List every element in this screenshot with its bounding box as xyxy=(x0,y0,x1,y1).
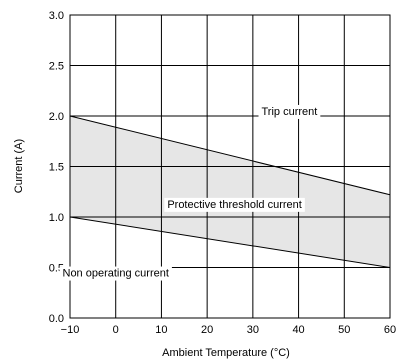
y-tick-label: 0.0 xyxy=(49,313,64,325)
x-tick-label: 40 xyxy=(292,324,304,336)
annotation-label: Protective threshold current xyxy=(167,199,302,211)
plot-frame xyxy=(69,14,391,319)
x-tick-labels: −10 0 10 20 30 40 50 60 xyxy=(61,324,396,336)
annotations: Trip current Protective threshold current… xyxy=(59,104,321,281)
shaded-region xyxy=(70,116,390,268)
annotation: Trip current xyxy=(258,104,321,119)
x-tick-label: 0 xyxy=(113,324,119,336)
x-tick-label: 60 xyxy=(384,324,396,336)
annotation-label: Trip current xyxy=(262,106,318,118)
x-tick-label: 10 xyxy=(155,324,167,336)
annotation-background xyxy=(164,197,305,212)
grid xyxy=(69,14,391,319)
y-tick-label: 1.5 xyxy=(49,162,64,174)
trip-current-line xyxy=(69,115,391,196)
annotation-background xyxy=(59,266,172,281)
x-tick-label: 50 xyxy=(338,324,350,336)
x-tick-label: 20 xyxy=(201,324,213,336)
annotation: Non operating current xyxy=(59,266,172,281)
y-tick-label: 3.0 xyxy=(49,10,64,22)
y-tick-label: 2.5 xyxy=(49,61,64,73)
y-tick-label: 1.0 xyxy=(49,212,64,224)
x-tick-label: −10 xyxy=(61,324,80,336)
x-axis-title: Ambient Temperature (°C) xyxy=(162,347,290,359)
annotation-background xyxy=(258,104,321,119)
annotation-label: Non operating current xyxy=(63,268,169,280)
y-tick-label: 2.0 xyxy=(49,111,64,123)
annotation: Protective threshold current xyxy=(164,197,305,212)
y-axis-title: Current (A) xyxy=(13,139,25,193)
x-tick-label: 30 xyxy=(247,324,259,336)
non-operating-current-line xyxy=(69,216,391,268)
